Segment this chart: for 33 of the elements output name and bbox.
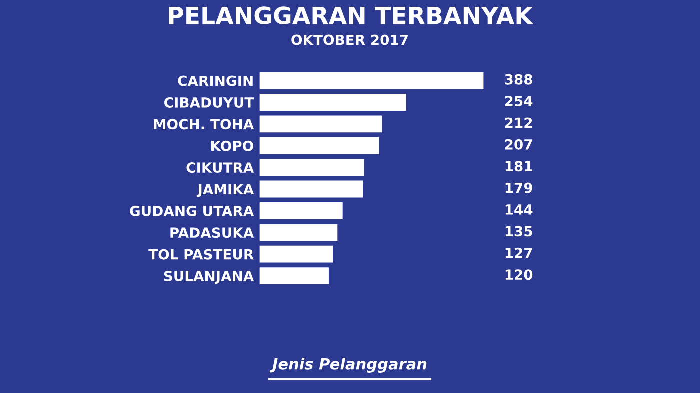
y-tick-label: SULANJANA bbox=[164, 271, 254, 284]
y-tick-label: TOL PASTEUR bbox=[148, 249, 254, 260]
data-label: 181 bbox=[506, 161, 532, 172]
data-label: 207 bbox=[505, 139, 532, 150]
chart-title: PELANGGARAN TERBANYAK bbox=[169, 6, 534, 25]
text: Jenis Pelanggaran bbox=[270, 358, 427, 373]
bar bbox=[260, 224, 338, 242]
data-label: 127 bbox=[506, 248, 532, 258]
data-label: 144 bbox=[506, 204, 533, 215]
y-tick-label: MOCH. TOHA bbox=[154, 119, 254, 130]
data-label: 254 bbox=[505, 96, 533, 107]
y-tick-label: PADASUKA bbox=[170, 228, 254, 238]
bar bbox=[260, 246, 334, 263]
y-tick-label: GUDANG UTARA bbox=[130, 206, 254, 216]
bar bbox=[260, 72, 484, 90]
bar bbox=[260, 116, 382, 133]
bar bbox=[260, 137, 380, 154]
data-label: 388 bbox=[505, 74, 532, 85]
chart-subtitle: OKTOBER 2017 bbox=[292, 34, 408, 46]
y-tick-label: CIBADUYUT bbox=[164, 97, 254, 108]
bar bbox=[260, 94, 406, 111]
y-tick-label: KOPO bbox=[211, 140, 254, 152]
y-tick-label: CARINGIN bbox=[178, 76, 253, 86]
y-tick-label: JAMIKA bbox=[196, 184, 254, 198]
bar bbox=[260, 202, 343, 220]
data-label: 212 bbox=[505, 118, 532, 128]
data-label: 179 bbox=[506, 182, 532, 194]
bar bbox=[260, 268, 329, 285]
y-tick-label: CIKUTRA bbox=[186, 162, 254, 174]
bar bbox=[260, 180, 364, 198]
data-label: 120 bbox=[506, 270, 533, 280]
bar bbox=[260, 159, 364, 176]
data-label: 135 bbox=[506, 226, 532, 237]
